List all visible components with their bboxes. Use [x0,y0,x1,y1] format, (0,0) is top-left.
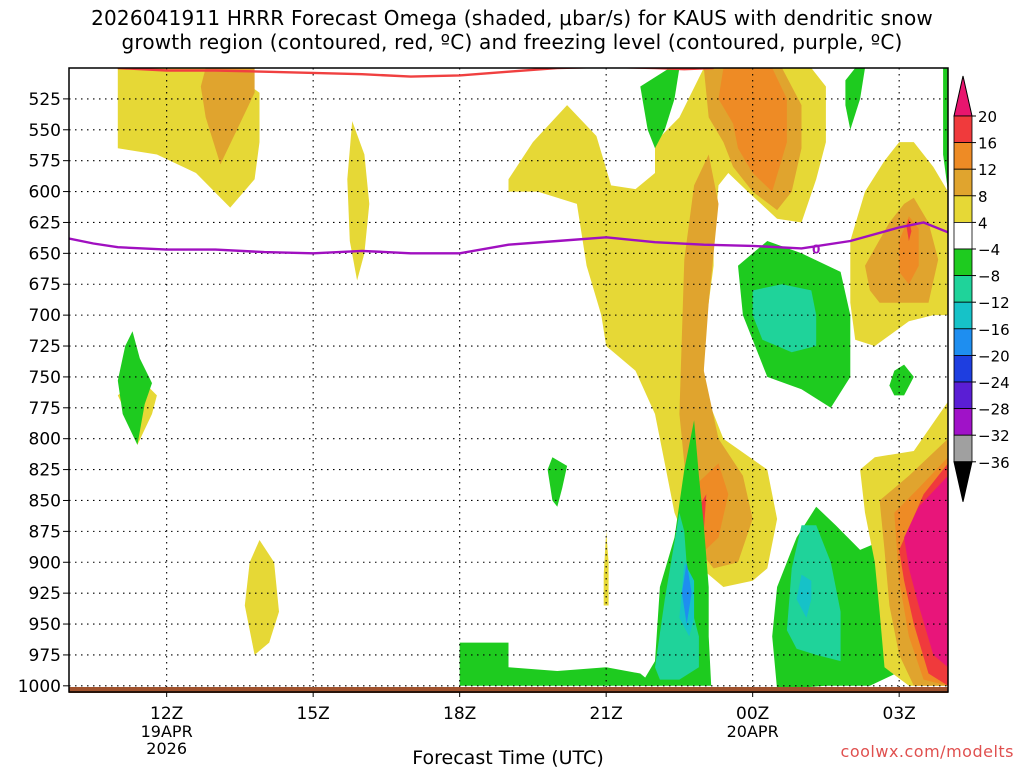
y-tick-label-525: 525 [29,90,61,110]
omega-region-c12 [796,574,812,618]
colorbar-bin-0 [953,115,973,144]
chart-title-line1: 2026041911 HRRR Forecast Omega (shaded, … [91,6,933,30]
y-tick-label-850: 850 [29,491,61,511]
omega-region-r16 [906,218,912,241]
ground-bar [69,687,948,693]
x-tick-label-12Z: 12Z [150,704,183,724]
colorbar-label-11: −28 [978,401,1010,419]
omega-region-b16 [681,562,692,624]
chart-title-line2: growth region (contoured, red, ºC) and f… [121,30,903,54]
y-axis-ticks: 525 550 575 600 625 650 675 700 725 750 775 800 825 8… [18,90,69,697]
x-tick-sublabel-19APR: 19APR [141,722,193,741]
colorbar-bottom-arrow [953,461,973,502]
colorbar-label-1: 16 [978,135,997,153]
omega-region-g4 [117,331,152,445]
colorbar-label-12: −32 [978,427,1010,445]
colorbar-bin-9 [953,354,973,383]
y-tick-label-800: 800 [29,430,61,450]
chart-title: 2026041911 HRRR Forecast Omega (shaded, … [0,6,1024,54]
y-tick-label-550: 550 [29,121,61,141]
dendritic-growth-contour [117,68,714,78]
x-tick-label-00Z: 00Z [736,704,769,724]
y-tick-label-700: 700 [29,306,61,326]
y-tick-label-775: 775 [29,399,61,419]
y-tick-label-1000: 1000 [18,677,61,697]
colorbar-label-3: 8 [978,188,988,206]
colorbar-bin-11 [953,408,973,436]
x-tick-sublabel-20APR: 20APR [727,722,779,741]
omega-region-y4 [508,68,826,587]
x-tick-label-15Z: 15Z [297,704,330,724]
y-tick-label-650: 650 [29,244,61,264]
colorbar-bin-4 [953,221,973,250]
colorbar-bin-10 [953,381,973,410]
colorbar-label-13: −36 [978,454,1010,472]
x-tick-label-03Z: 03Z [883,704,916,724]
y-tick-label-950: 950 [29,615,61,635]
colorbar-bin-5 [953,248,973,277]
gridlines [69,68,948,692]
colorbar-bin-3 [953,195,973,223]
y-tick-label-625: 625 [29,213,61,233]
y-tick-label-750: 750 [29,368,61,388]
freezing-level-label: 0 [812,242,820,256]
colorbar-bin-12 [953,434,973,463]
x-tick-sublabel-2026: 2026 [146,739,187,758]
colorbar-label-6: −8 [978,268,1000,286]
colorbar-label-7: −12 [978,294,1010,312]
colorbar-label-5: −4 [978,241,1000,259]
contour-lines: 0 [69,68,948,256]
colorbar-bin-1 [953,142,973,170]
colorbar-label-10: −24 [978,374,1010,392]
plot-frame [68,67,949,693]
credit-text: coolwx.com/modelts [840,742,1014,761]
y-tick-label-875: 875 [29,522,61,542]
x-axis-label: Forecast Time (UTC) [412,747,603,768]
colorbar: 20 16 12 8 4 −4 −8 −12 −16 −20 −24 −28 −32 −36 [953,75,1010,502]
colorbar-label-9: −20 [978,347,1010,365]
freezing-level-contour [69,221,948,255]
colorbar-label-0: 20 [978,108,997,126]
colorbar-bin-8 [953,328,973,356]
colorbar-bin-7 [953,301,973,330]
omega-region-o12 [899,216,919,285]
y-tick-label-600: 600 [29,183,61,203]
omega-region-t8 [655,512,699,680]
y-tick-label-675: 675 [29,275,61,295]
colorbar-bin-6 [953,275,973,303]
colorbar-label-4: 4 [978,214,988,232]
y-tick-label-575: 575 [29,152,61,172]
omega-region-g4 [889,364,914,396]
x-tick-label-21Z: 21Z [590,704,623,724]
colorbar-bin-2 [953,168,973,197]
x-tick-label-18Z: 18Z [443,704,476,724]
omega-region-y4 [244,540,279,655]
y-tick-label-825: 825 [29,461,61,481]
colorbar-label-2: 12 [978,161,997,179]
colorbar-label-8: −16 [978,321,1010,339]
y-tick-label-725: 725 [29,337,61,357]
omega-region-m20 [904,475,948,668]
y-tick-label-925: 925 [29,584,61,604]
y-tick-label-975: 975 [29,646,61,666]
omega-region-y4 [603,531,609,606]
colorbar-top-arrow [953,75,973,117]
y-tick-label-900: 900 [29,553,61,573]
omega-region-t8 [752,284,817,353]
omega-region-g4 [640,68,680,149]
omega-region-o8 [200,68,255,165]
